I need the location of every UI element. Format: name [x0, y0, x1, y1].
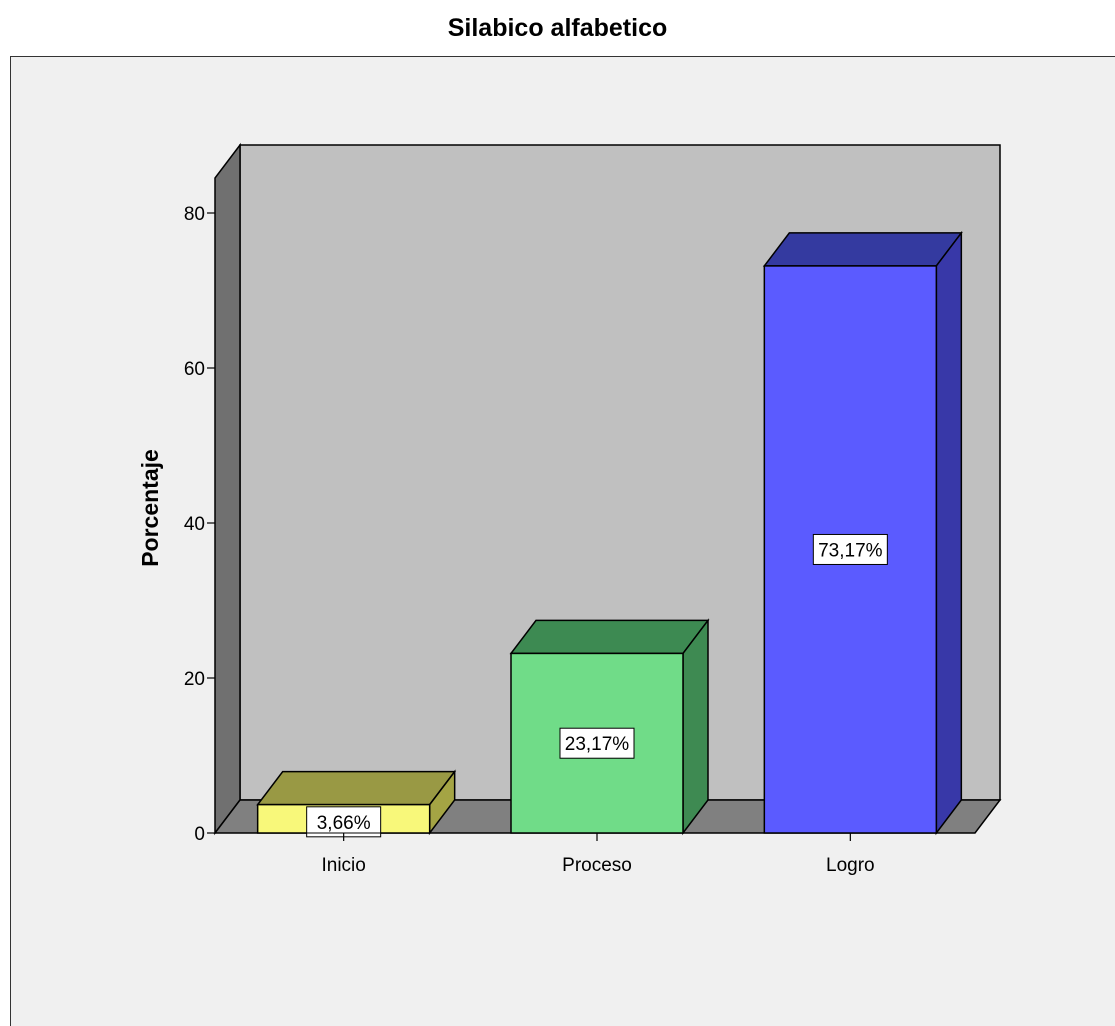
bar-top: [762, 232, 963, 267]
bar-proceso: 23,17%: [509, 618, 710, 836]
y-tick-label: 40: [184, 514, 205, 535]
bar-side: [935, 230, 963, 836]
bars: 3,66% 23,17% 73,17%: [256, 230, 963, 838]
data-label-box: [306, 806, 382, 838]
x-tick-label: Logro: [826, 855, 875, 876]
y-tick-label: 20: [184, 669, 205, 690]
bar-side: [682, 618, 709, 836]
bar-top: [509, 619, 710, 655]
x-tick-label: Inicio: [321, 855, 365, 876]
data-label: 3,66%: [317, 813, 371, 834]
y-tick-label: 80: [184, 204, 205, 225]
bar-top: [256, 770, 457, 806]
y-axis: 0 20 40 60 80: [184, 178, 216, 845]
bar-logro: 73,17%: [762, 230, 963, 836]
left-wall: [214, 142, 241, 836]
y-tick-label: 60: [184, 359, 205, 380]
x-axis: Inicio Proceso Logro: [215, 832, 975, 876]
data-label: 73,17%: [818, 540, 883, 561]
data-label-box: [559, 727, 635, 759]
x-tick-label: Proceso: [562, 855, 632, 876]
y-axis-label: Porcentaje: [137, 449, 163, 567]
bar-inicio: 3,66%: [256, 769, 457, 838]
y-tick-label: 0: [194, 824, 205, 845]
data-label: 23,17%: [565, 734, 630, 755]
chart-title: Silabico alfabetico: [447, 14, 668, 42]
data-label-box: [812, 533, 888, 565]
